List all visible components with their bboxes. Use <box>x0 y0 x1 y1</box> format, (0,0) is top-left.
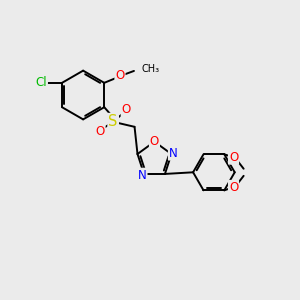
Text: CH₃: CH₃ <box>142 64 160 74</box>
Text: N: N <box>138 169 147 182</box>
Text: O: O <box>95 125 105 138</box>
Text: Cl: Cl <box>35 76 47 89</box>
Text: O: O <box>229 151 238 164</box>
Text: O: O <box>116 69 124 82</box>
Text: O: O <box>229 181 238 194</box>
Text: N: N <box>169 147 178 160</box>
Text: S: S <box>109 114 118 129</box>
Text: O: O <box>122 103 131 116</box>
Text: O: O <box>150 135 159 148</box>
